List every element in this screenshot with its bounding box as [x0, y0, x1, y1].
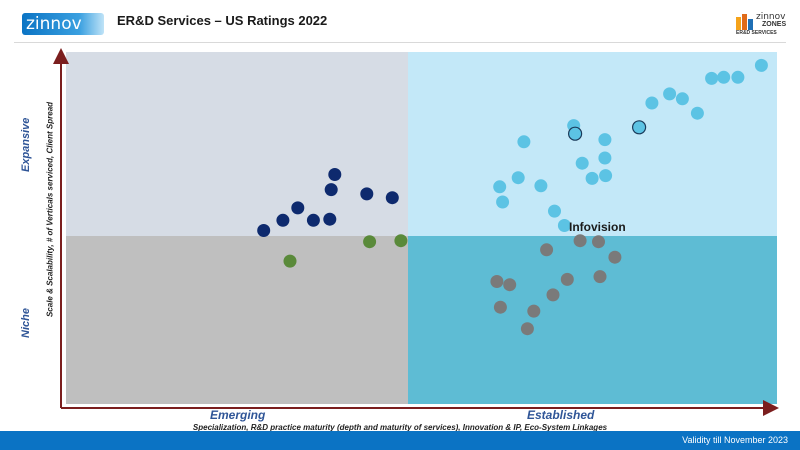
y-category-expansive: Expansive [20, 117, 32, 172]
data-point-s3-10 [593, 270, 607, 284]
data-point-s3-4 [527, 304, 541, 318]
data-point-s3-3 [520, 322, 534, 336]
data-point-s3-2 [503, 278, 517, 292]
data-point-s2-2 [511, 171, 525, 185]
data-point-s0-8 [385, 191, 399, 205]
data-point-s0-6 [328, 168, 342, 181]
data-point-s1-0 [283, 254, 297, 268]
footer-bar: Validity till November 2023 [0, 431, 800, 450]
data-point-s2-9 [575, 156, 589, 170]
data-point-s3-9 [592, 235, 605, 249]
data-point-s4-0 [567, 126, 583, 141]
header-divider [14, 42, 786, 43]
data-point-s0-2 [291, 201, 305, 215]
quadrant-bottom-left [66, 236, 408, 404]
x-axis-label: Specialization, R&D practice maturity (d… [192, 423, 608, 432]
data-point-s2-21 [731, 70, 745, 84]
data-point-s2-0 [493, 180, 507, 194]
data-point-s2-16 [663, 87, 677, 101]
data-point-s2-6 [557, 219, 571, 232]
y-category-niche: Niche [20, 308, 32, 338]
data-point-s2-12 [598, 151, 612, 165]
data-point-s1-2 [394, 234, 408, 248]
data-point-s2-19 [705, 71, 719, 85]
data-points [257, 58, 768, 336]
validity-text: Validity till November 2023 [682, 435, 788, 445]
data-point-s2-13 [599, 169, 613, 183]
data-point-s3-7 [560, 272, 574, 286]
data-point-s2-11 [598, 133, 612, 147]
data-point-s2-3 [517, 135, 531, 149]
zones-word: ZONES [762, 21, 787, 28]
data-point-s3-5 [540, 243, 554, 257]
zones-brand: zinnov [756, 12, 786, 22]
data-point-s0-1 [276, 213, 290, 227]
x-category-emerging: Emerging [210, 408, 266, 422]
data-point-s2-20 [717, 70, 731, 84]
data-point-s2-5 [548, 204, 561, 218]
data-point-s3-0 [490, 275, 504, 288]
zinnov-logo-text: zinnov [26, 14, 82, 34]
y-axis-label: Scale & Scalability, # of Verticals serv… [45, 101, 55, 318]
data-point-s3-8 [573, 234, 587, 248]
data-point-s3-11 [608, 250, 622, 264]
x-category-established: Established [527, 408, 595, 422]
data-point-s0-3 [306, 213, 320, 227]
data-point-s2-1 [496, 195, 510, 209]
data-point-s0-0 [257, 224, 271, 237]
zinnov-zones-logo-icon [736, 14, 753, 30]
data-point-s1-1 [363, 235, 377, 249]
data-point-s2-10 [585, 171, 599, 185]
quadrant-bottom-right [408, 236, 777, 404]
data-point-s3-6 [546, 288, 560, 302]
data-point-s4-1 [631, 120, 647, 135]
quadrant-top-left [66, 52, 408, 236]
zones-subtitle: ER&D SERVICES [736, 30, 777, 36]
data-point-s2-15 [645, 96, 659, 110]
data-point-s0-5 [324, 183, 338, 197]
data-point-s2-18 [690, 106, 704, 120]
data-point-s2-22 [754, 58, 768, 72]
data-point-s2-17 [675, 92, 689, 106]
page-title: ER&D Services – US Ratings 2022 [117, 13, 328, 28]
data-point-s0-4 [323, 212, 337, 226]
data-point-s2-4 [534, 179, 548, 193]
data-point-s0-7 [360, 187, 374, 201]
data-point-s3-1 [493, 300, 507, 314]
infovision-label: Infovision [569, 220, 626, 234]
zinnov-logo: zinnov [22, 13, 104, 35]
